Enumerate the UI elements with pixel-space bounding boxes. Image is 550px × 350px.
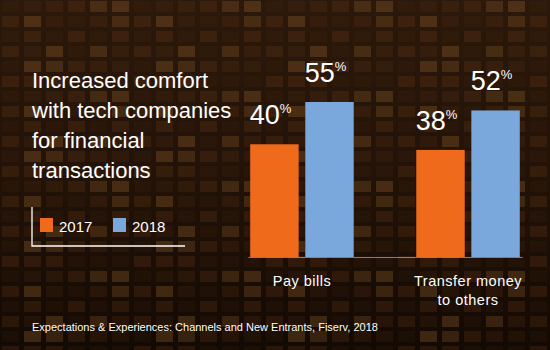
x-tick: Transfer money to others: [414, 273, 522, 308]
data-label: 38%: [416, 106, 458, 136]
bar: [250, 144, 298, 257]
text-line: to others: [438, 292, 499, 308]
bars: [250, 102, 520, 257]
source-note: Expectations & Experiences: Channels and…: [32, 321, 378, 333]
data-label-unit: %: [501, 67, 513, 82]
data-label: 55%: [305, 58, 347, 88]
x-axis-line: [249, 257, 523, 258]
background-overlay: [0, 0, 550, 350]
chart-container: Increased comfort with tech companies for …: [0, 0, 550, 350]
data-labels: 40%38%55%52%: [250, 58, 513, 136]
bar: [305, 102, 353, 257]
title: Increased comfort with tech companies for …: [31, 68, 231, 183]
data-label-number: 55: [305, 58, 335, 88]
text-line: transactions: [32, 158, 151, 183]
data-label: 40%: [250, 100, 292, 130]
x-axis: Pay bills Transfer money to others: [249, 258, 523, 309]
text-line: Transfer money: [414, 273, 522, 289]
x-tick-label: Transfer money to others: [414, 273, 522, 308]
text-line: Increased comfort: [32, 68, 208, 93]
data-label: 52%: [471, 66, 513, 96]
x-tick: Pay bills: [273, 273, 332, 289]
text-line: Pay bills: [273, 273, 332, 289]
legend-label: 2017: [59, 218, 92, 235]
data-label-unit: %: [335, 59, 347, 74]
data-label-number: 40: [250, 100, 280, 130]
legend-frame: [32, 207, 185, 246]
legend-swatch: [113, 218, 126, 232]
chart: Increased comfort with tech companies for …: [0, 0, 550, 350]
data-label-unit: %: [446, 107, 458, 122]
text-line: for financial: [32, 128, 145, 153]
legend: 2017 2018: [32, 207, 185, 246]
x-tick-label: Pay bills: [273, 273, 332, 289]
data-label-unit: %: [280, 101, 292, 116]
data-label-number: 38: [416, 106, 446, 136]
data-label-number: 52: [471, 66, 501, 96]
bar: [416, 150, 464, 257]
bar: [471, 110, 519, 257]
text-line: with tech companies: [31, 98, 231, 123]
legend-swatch: [40, 218, 53, 232]
background: [0, 0, 550, 350]
legend-label: 2018: [132, 218, 165, 235]
